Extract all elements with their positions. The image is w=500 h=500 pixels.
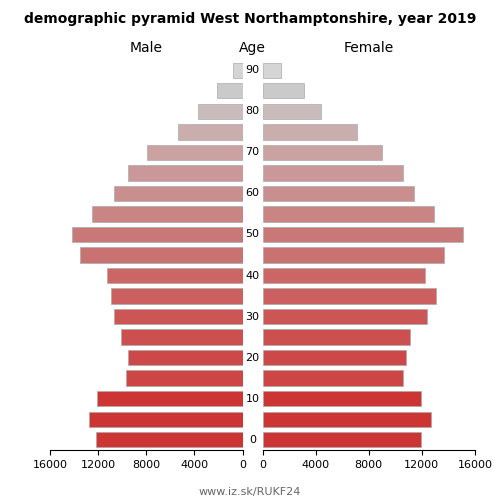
Text: 60: 60 bbox=[246, 188, 260, 198]
Bar bbox=[126, 370, 242, 386]
Bar bbox=[262, 165, 404, 180]
Bar bbox=[114, 309, 242, 324]
Bar bbox=[106, 268, 242, 283]
Text: www.iz.sk/RUKF24: www.iz.sk/RUKF24 bbox=[199, 488, 301, 498]
Bar bbox=[198, 104, 242, 119]
Bar bbox=[262, 124, 357, 140]
Bar bbox=[72, 227, 242, 242]
Text: 40: 40 bbox=[246, 270, 260, 280]
Text: 50: 50 bbox=[246, 230, 260, 239]
Text: 0: 0 bbox=[249, 434, 256, 444]
Bar bbox=[88, 412, 242, 427]
Bar bbox=[262, 227, 463, 242]
Text: 20: 20 bbox=[246, 352, 260, 362]
Text: demographic pyramid West Northamptonshire, year 2019: demographic pyramid West Northamptonshir… bbox=[24, 12, 476, 26]
Bar bbox=[121, 330, 242, 345]
Bar bbox=[112, 288, 242, 304]
Bar bbox=[262, 391, 420, 406]
Bar bbox=[148, 144, 242, 160]
Bar bbox=[262, 370, 404, 386]
Bar bbox=[128, 350, 242, 366]
Bar bbox=[262, 104, 321, 119]
Text: Female: Female bbox=[344, 41, 394, 55]
Bar bbox=[262, 350, 406, 366]
Bar bbox=[262, 248, 444, 262]
Bar bbox=[128, 165, 242, 180]
Bar bbox=[178, 124, 242, 140]
Bar bbox=[262, 412, 431, 427]
Bar bbox=[217, 83, 242, 98]
Bar bbox=[262, 83, 304, 98]
Bar bbox=[96, 432, 242, 448]
Bar bbox=[262, 144, 382, 160]
Text: 30: 30 bbox=[246, 312, 260, 322]
Bar bbox=[262, 206, 434, 222]
Text: Age: Age bbox=[239, 41, 266, 55]
Bar bbox=[262, 62, 281, 78]
Bar bbox=[262, 288, 436, 304]
Bar bbox=[262, 186, 414, 201]
Bar bbox=[80, 248, 242, 262]
Bar bbox=[262, 268, 424, 283]
Bar bbox=[114, 186, 242, 201]
Bar bbox=[97, 391, 242, 406]
Text: 80: 80 bbox=[246, 106, 260, 117]
Bar bbox=[233, 62, 242, 78]
Text: 10: 10 bbox=[246, 394, 260, 404]
Bar bbox=[262, 309, 427, 324]
Bar bbox=[262, 432, 420, 448]
Text: 90: 90 bbox=[246, 66, 260, 76]
Text: Male: Male bbox=[130, 41, 163, 55]
Bar bbox=[92, 206, 242, 222]
Text: 70: 70 bbox=[246, 148, 260, 158]
Bar bbox=[262, 330, 410, 345]
